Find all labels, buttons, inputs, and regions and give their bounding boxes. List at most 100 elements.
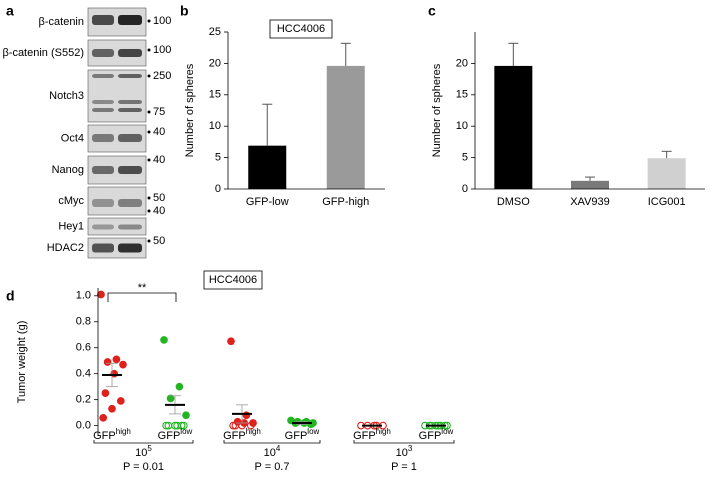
point [166,394,175,403]
blot-label: cMyc [58,195,84,207]
x-tick-label: GFPlow [419,427,454,442]
marker-dot [147,74,151,78]
group-label: GFP [419,430,442,442]
blot-band [92,74,114,78]
marker-dot [147,19,151,23]
point [229,421,238,430]
group-label-sup: low [441,427,453,436]
marker-dot [147,196,151,200]
marker-label: 50 [153,192,165,204]
point [112,355,121,364]
group-label-sup: high [246,427,261,436]
point [179,421,188,430]
dose-exponent: 3 [408,444,413,453]
group-label-sup: low [307,427,319,436]
blot-band [118,134,142,142]
y-tick-label: 15 [456,89,468,101]
bar [571,180,609,189]
p-value: P = 0.01 [123,461,164,473]
blot-band [118,74,142,78]
blot-label: Nanog [52,164,84,176]
blot-strip [87,69,147,123]
y-axis-label: Number of spheres [184,63,196,157]
point [177,421,186,430]
bar [326,65,365,189]
panel-label: b [180,3,189,19]
y-tick-label: 25 [209,26,221,38]
group-label: GFP [93,430,116,442]
y-tick-label: 5 [215,152,221,164]
blot-label: HDAC2 [47,242,84,254]
x-tick-label: GFPhigh [93,427,131,442]
blot-label: Oct4 [61,132,84,144]
label-box [269,19,333,39]
significance-bracket [107,292,177,302]
blot-label: Notch3 [49,90,84,102]
panel-label: a [6,3,14,19]
marker-label: 75 [153,106,165,118]
x-tick-label: GFPhigh [353,427,391,442]
panel-label: c [428,3,436,19]
p-value: P = 0.7 [255,461,290,473]
y-tick-label: 5 [462,152,468,164]
marker-dot [147,158,151,162]
blot-band [92,134,114,142]
point [97,290,105,299]
y-tick-label: 0.0 [76,420,91,432]
significance: ** [138,282,147,294]
dose-label: 105 [135,444,152,459]
y-tick-label: 0.2 [76,394,91,406]
blot-band [92,224,114,230]
point [116,397,125,405]
point [99,413,108,422]
label-box [203,270,263,290]
point [175,382,184,391]
group-label: GFP [223,430,246,442]
x-tick-label: GFPlow [285,427,320,442]
x-tick-label: GFPlow [158,427,193,442]
point [242,411,251,420]
dose-bracket [93,440,194,444]
p-value: P = 1 [391,461,417,473]
group-label: GFP [158,430,181,442]
panel-label: d [6,288,15,304]
x-tick-label: DMSO [497,196,530,208]
blot-label: β-catenin (S552) [2,47,84,59]
point [182,411,190,420]
marker-dot [147,239,151,243]
bar [647,158,686,189]
group-label-sup: low [180,427,192,436]
y-axis-label: Tumor weight (g) [16,321,28,404]
group-label-sup: high [116,427,131,436]
x-tick-label: GFPhigh [223,427,261,442]
blot-band [118,243,142,253]
dose-base: 10 [396,447,408,459]
point [227,337,235,346]
y-tick-label: 0.4 [76,368,91,380]
dose-exponent: 4 [276,444,281,453]
x-tick-label: ICG001 [648,196,686,208]
blot-strip [87,186,147,216]
marker-dot [147,209,151,213]
blot-band [92,108,114,112]
box-label: HCC4006 [277,23,325,35]
blot-band [92,15,114,25]
point [246,421,255,430]
group-label: GFP [285,430,308,442]
y-tick-label: 0.8 [76,316,91,328]
blot-band [92,49,114,57]
blot-strip [87,237,147,259]
y-tick-label: 1.0 [76,290,91,302]
marker-dot [147,130,151,134]
y-tick-label: 10 [456,120,468,132]
y-tick-label: 15 [209,89,221,101]
bar [494,65,533,189]
blot-band [92,166,114,174]
point [108,404,116,413]
x-tick-label: XAV939 [570,196,610,208]
point [233,417,242,426]
blot-band [92,199,114,207]
blot-band [118,15,142,25]
marker-dot [147,110,151,114]
